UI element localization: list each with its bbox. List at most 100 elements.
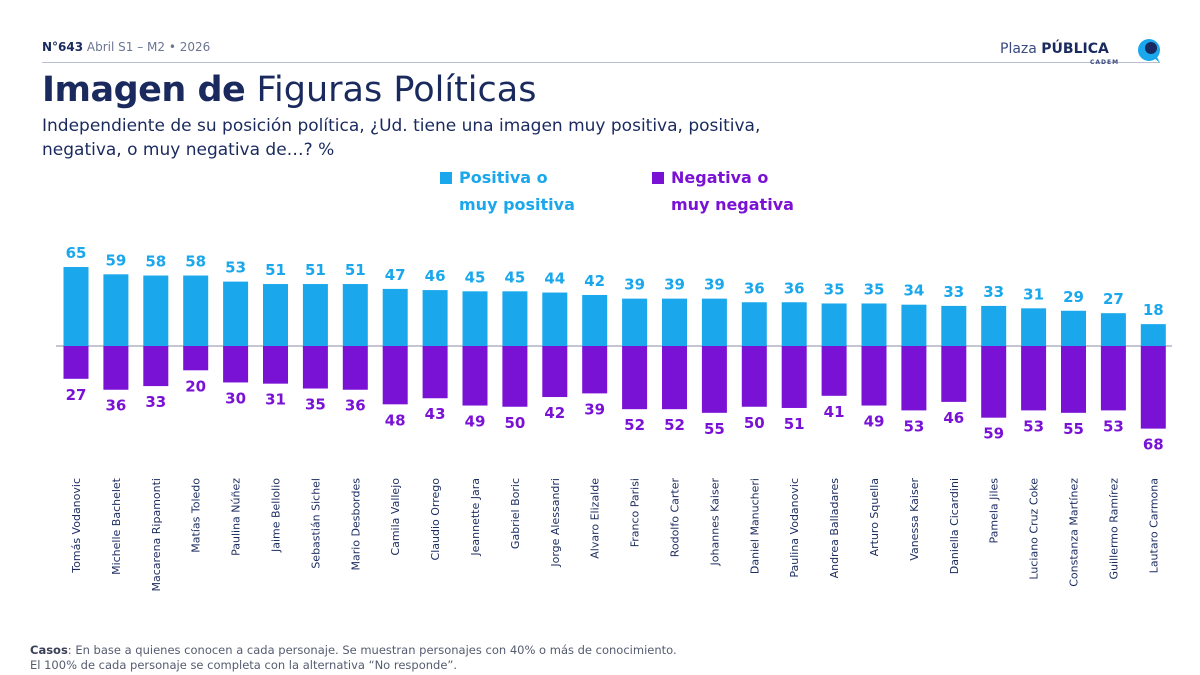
- bar-negative: [183, 346, 209, 371]
- bar-negative: [103, 346, 129, 390]
- bar-positive: [382, 288, 408, 346]
- footnote-label: Casos: [30, 643, 68, 657]
- data-label-positive: 31: [1023, 285, 1044, 303]
- category-label: Matías Toledo: [190, 478, 203, 553]
- footnote-line1: : En base a quienes conocen a cada perso…: [67, 643, 677, 657]
- category-label: Lautaro Carmona: [1147, 478, 1160, 573]
- category-label: Mario Desbordes: [349, 478, 362, 571]
- page-title: Imagen de Figuras Políticas: [42, 68, 536, 112]
- data-label-negative: 39: [584, 400, 605, 418]
- bar-negative: [422, 346, 448, 399]
- category-label: Johannes Kaiser: [708, 478, 721, 567]
- bar-negative: [1140, 346, 1166, 429]
- data-label-positive: 27: [1103, 290, 1124, 308]
- data-label-negative: 43: [425, 405, 446, 423]
- bar-positive: [981, 305, 1007, 346]
- category-label: Jeannette Jara: [469, 478, 482, 557]
- data-label-positive: 65: [66, 244, 87, 262]
- logo-speech-bubble-icon: [1138, 39, 1160, 63]
- logo-text: Plaza PÚBLICA: [1000, 41, 1109, 57]
- data-label-negative: 46: [943, 409, 964, 427]
- bar-positive: [143, 275, 169, 346]
- data-label-negative: 53: [1103, 417, 1124, 435]
- bar-positive: [701, 298, 727, 346]
- bar-positive: [462, 291, 488, 346]
- category-label: Jaime Bellolio: [270, 478, 283, 553]
- bar-positive: [1100, 313, 1126, 346]
- data-label-negative: 50: [744, 414, 765, 432]
- data-label-positive: 35: [824, 280, 845, 298]
- category-label: Paulina Núñez: [230, 478, 243, 556]
- bar-positive: [781, 302, 807, 346]
- bar-negative: [582, 346, 608, 394]
- bar-negative: [1021, 346, 1047, 411]
- bar-negative: [741, 346, 767, 407]
- data-label-positive: 51: [265, 261, 286, 279]
- bar-positive: [542, 292, 568, 346]
- report-period: Abril S1 – M2 • 2026: [86, 40, 211, 54]
- bar-negative: [462, 346, 488, 406]
- data-label-positive: 34: [903, 282, 924, 300]
- category-label: Franco Parisi: [629, 478, 642, 547]
- data-label-negative: 31: [265, 391, 286, 409]
- bar-positive: [941, 305, 967, 346]
- category-label: Claudio Orrego: [429, 478, 442, 561]
- category-label: Paulina Vodanovic: [788, 478, 801, 578]
- data-label-negative: 36: [345, 397, 366, 415]
- category-label: Jorge Alessandri: [549, 478, 562, 568]
- data-label-positive: 29: [1063, 288, 1084, 306]
- bar-negative: [662, 346, 687, 410]
- data-label-positive: 44: [544, 270, 565, 288]
- title-light: Figuras Políticas: [256, 70, 537, 110]
- category-label: Vanessa Kaiser: [908, 478, 921, 561]
- data-label-negative: 35: [305, 396, 326, 414]
- data-label-positive: 51: [345, 261, 366, 279]
- bar-negative: [821, 346, 847, 396]
- bar-negative: [622, 346, 648, 410]
- data-label-positive: 45: [465, 268, 486, 286]
- bar-positive: [103, 274, 129, 346]
- data-label-negative: 27: [66, 386, 87, 404]
- bar-positive: [183, 275, 209, 346]
- data-label-positive: 53: [225, 259, 246, 277]
- bar-negative: [223, 346, 249, 383]
- legend-negative-line1: Negativa o: [671, 168, 769, 187]
- bar-positive: [63, 267, 89, 346]
- data-label-positive: 39: [704, 276, 725, 294]
- bar-positive: [263, 284, 288, 346]
- bar-positive: [223, 281, 249, 346]
- category-label: Luciano Cruz Coke: [1028, 478, 1041, 580]
- bar-negative: [502, 346, 528, 407]
- bar-negative: [63, 346, 89, 379]
- header-divider: [42, 62, 1160, 63]
- data-label-negative: 52: [664, 416, 685, 434]
- data-label-positive: 58: [185, 253, 206, 271]
- data-label-negative: 20: [185, 377, 206, 395]
- bar-positive: [422, 290, 448, 346]
- bar-negative: [861, 346, 887, 406]
- bar-negative: [701, 346, 727, 413]
- bar-negative: [542, 346, 568, 398]
- category-label: Guillermo Ramírez: [1107, 478, 1120, 580]
- category-label: Sebastián Sichel: [309, 478, 322, 569]
- category-label: Pamela Jiles: [988, 478, 1001, 544]
- bar-positive: [302, 284, 328, 346]
- category-label: Macarena Ripamonti: [150, 478, 163, 592]
- bar-positive: [502, 291, 528, 346]
- data-label-negative: 41: [824, 403, 845, 421]
- bar-positive: [901, 304, 927, 346]
- data-label-positive: 47: [385, 266, 406, 284]
- data-label-negative: 59: [983, 425, 1004, 443]
- data-label-negative: 53: [1023, 417, 1044, 435]
- data-label-positive: 45: [504, 268, 525, 286]
- footnote-line2: El 100% de cada personaje se completa co…: [30, 658, 458, 672]
- bar-positive: [622, 298, 648, 346]
- data-label-negative: 51: [784, 415, 805, 433]
- data-label-negative: 52: [624, 416, 645, 434]
- data-label-positive: 36: [784, 279, 805, 297]
- data-label-negative: 49: [465, 413, 486, 431]
- question-text: Independiente de su posición política, ¿…: [42, 116, 761, 160]
- logo-cadem: CADEM: [1090, 59, 1120, 66]
- data-label-positive: 36: [744, 279, 765, 297]
- category-label: Daniel Manucheri: [748, 478, 761, 574]
